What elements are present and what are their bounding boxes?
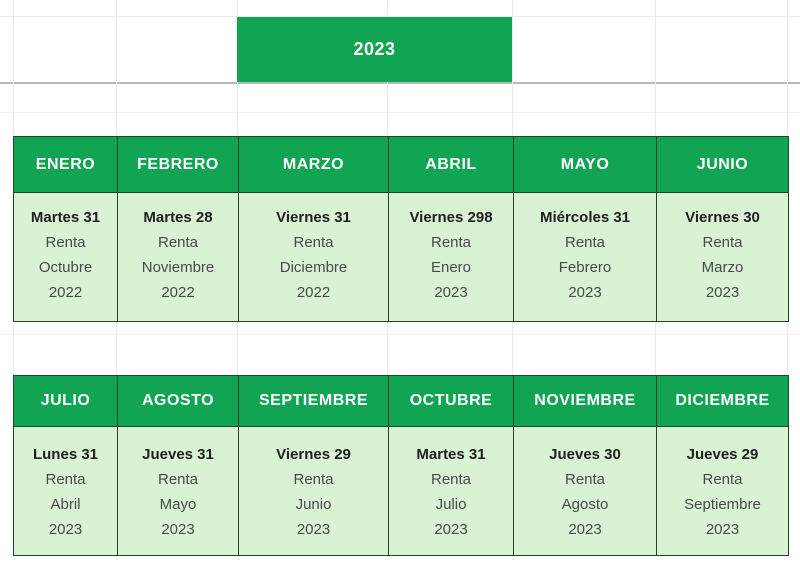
rent-month: Septiembre	[684, 496, 761, 513]
gridline-horizontal-strong	[0, 82, 800, 84]
rent-cell-abril[interactable]: Viernes 298 Renta Enero 2023	[388, 192, 513, 321]
rent-day: Viernes 298	[409, 209, 493, 226]
rent-day: Miércoles 31	[539, 209, 631, 226]
month-header-noviembre[interactable]: NOVIEMBRE	[513, 376, 656, 426]
gridline-vertical	[13, 0, 14, 136]
rent-day: Lunes 31	[32, 446, 99, 463]
rent-month: Diciembre	[279, 259, 348, 276]
second-semester-table: JULIO AGOSTO SEPTIEMBRE OCTUBRE NOVIEMBR…	[13, 375, 789, 556]
gridline-vertical	[13, 322, 14, 375]
rent-day: Viernes 29	[276, 446, 351, 463]
gridline-vertical	[116, 0, 117, 136]
month-header-junio[interactable]: JUNIO	[656, 137, 788, 192]
rent-day: Viernes 30	[685, 209, 760, 226]
rent-label: Renta	[430, 234, 472, 251]
rent-label: Renta	[293, 471, 334, 488]
rent-cell-noviembre[interactable]: Jueves 30 Renta Agosto 2023	[513, 426, 656, 555]
month-header-octubre[interactable]: OCTUBRE	[388, 376, 513, 426]
rent-year: 2023	[705, 284, 740, 301]
gridline-vertical	[387, 322, 388, 375]
rent-month: Agosto	[561, 496, 609, 513]
gridline-vertical	[655, 322, 656, 375]
rent-month: Mayo	[159, 496, 197, 513]
year-banner-label: 2023	[353, 39, 396, 59]
rent-cell-febrero[interactable]: Martes 28 Renta Noviembre 2022	[117, 192, 238, 321]
rent-day: Martes 31	[30, 209, 101, 226]
rent-year: 2022	[48, 284, 83, 301]
month-header-diciembre[interactable]: DICIEMBRE	[656, 376, 788, 426]
rent-label: Renta	[564, 234, 606, 251]
rent-month: Febrero	[558, 259, 612, 276]
rent-label: Renta	[45, 234, 86, 251]
rent-month: Junio	[295, 496, 332, 513]
month-header-agosto[interactable]: AGOSTO	[117, 376, 238, 426]
year-banner-cell[interactable]: 2023	[237, 17, 512, 82]
rent-year: 2023	[296, 521, 331, 538]
gridline-vertical	[655, 0, 656, 136]
rent-year: 2023	[48, 521, 83, 538]
month-header-mayo[interactable]: MAYO	[513, 137, 656, 192]
gridline-vertical	[787, 0, 788, 136]
rent-cell-diciembre[interactable]: Jueves 29 Renta Septiembre 2023	[656, 426, 788, 555]
rent-year: 2023	[705, 521, 740, 538]
rent-day: Viernes 31	[276, 209, 351, 226]
rent-label: Renta	[157, 471, 199, 488]
rent-cell-agosto[interactable]: Jueves 31 Renta Mayo 2023	[117, 426, 238, 555]
gridline-vertical	[512, 322, 513, 375]
rent-label: Renta	[45, 471, 86, 488]
rent-label: Renta	[293, 234, 334, 251]
rent-label: Renta	[430, 471, 472, 488]
rent-label: Renta	[564, 471, 606, 488]
month-header-julio[interactable]: JULIO	[14, 376, 117, 426]
month-header-septiembre[interactable]: SEPTIEMBRE	[238, 376, 388, 426]
rent-year: 2023	[434, 521, 468, 538]
rent-year: 2022	[161, 284, 195, 301]
rent-cell-enero[interactable]: Martes 31 Renta Octubre 2022	[14, 192, 117, 321]
rent-month: Enero	[430, 259, 472, 276]
rent-day: Jueves 31	[142, 446, 214, 463]
rent-label: Renta	[157, 234, 199, 251]
rent-day: Jueves 30	[549, 446, 621, 463]
gridline-vertical	[116, 322, 117, 375]
rent-year: 2023	[161, 521, 195, 538]
rent-cell-mayo[interactable]: Miércoles 31 Renta Febrero 2023	[513, 192, 656, 321]
rent-year: 2023	[568, 521, 602, 538]
gridline-horizontal	[0, 334, 800, 335]
month-header-febrero[interactable]: FEBRERO	[117, 137, 238, 192]
rent-cell-junio[interactable]: Viernes 30 Renta Marzo 2023	[656, 192, 788, 321]
rent-month: Marzo	[701, 259, 744, 276]
month-header-enero[interactable]: ENERO	[14, 137, 117, 192]
gridline-vertical	[237, 322, 238, 375]
gridline-horizontal	[0, 112, 800, 113]
rent-cell-julio[interactable]: Lunes 31 Renta Abril 2023	[14, 426, 117, 555]
rent-cell-septiembre[interactable]: Viernes 29 Renta Junio 2023	[238, 426, 388, 555]
rent-day: Martes 31	[416, 446, 486, 463]
month-header-marzo[interactable]: MARZO	[238, 137, 388, 192]
rent-day: Jueves 29	[686, 446, 759, 463]
rent-day: Martes 28	[143, 209, 213, 226]
rent-month: Octubre	[38, 259, 93, 276]
gridline-vertical	[787, 322, 788, 375]
rent-cell-octubre[interactable]: Martes 31 Renta Julio 2023	[388, 426, 513, 555]
rent-month: Abril	[50, 496, 81, 513]
rent-year: 2022	[296, 284, 331, 301]
month-header-abril[interactable]: ABRIL	[388, 137, 513, 192]
rent-month: Julio	[435, 496, 467, 513]
rent-label: Renta	[702, 234, 743, 251]
rent-label: Renta	[702, 471, 743, 488]
first-semester-table: ENERO FEBRERO MARZO ABRIL MAYO JUNIO Mar…	[13, 136, 789, 322]
gridline-vertical	[512, 0, 513, 136]
rent-month: Noviembre	[141, 259, 215, 276]
rent-year: 2023	[434, 284, 468, 301]
rent-year: 2023	[568, 284, 602, 301]
rent-cell-marzo[interactable]: Viernes 31 Renta Diciembre 2022	[238, 192, 388, 321]
gridline-horizontal	[0, 16, 800, 17]
